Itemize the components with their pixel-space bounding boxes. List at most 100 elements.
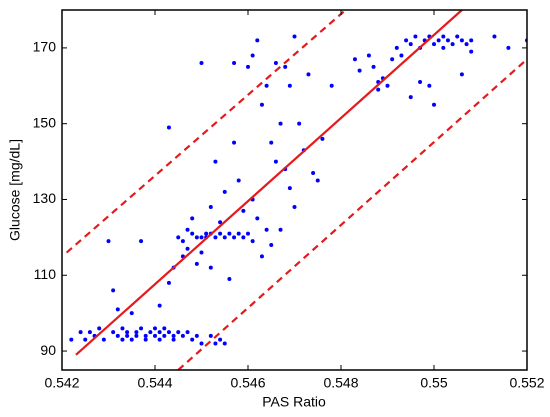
point — [441, 34, 446, 39]
point — [171, 337, 176, 342]
point — [287, 83, 292, 88]
point — [111, 288, 116, 293]
point — [283, 64, 288, 69]
point — [246, 64, 250, 69]
point — [199, 250, 204, 255]
point — [180, 333, 185, 338]
point — [278, 227, 283, 232]
point — [87, 330, 92, 335]
point — [83, 337, 88, 342]
point — [125, 333, 130, 338]
point — [204, 231, 209, 236]
y-tick-label: 90 — [40, 342, 56, 358]
point — [78, 330, 83, 335]
point — [264, 83, 269, 88]
point — [213, 159, 218, 164]
point — [408, 42, 413, 47]
point — [157, 303, 162, 308]
x-tick-label: 0.552 — [509, 375, 544, 391]
point — [306, 72, 311, 77]
point — [292, 34, 297, 39]
y-tick-label: 170 — [33, 39, 57, 55]
point — [236, 178, 241, 183]
fit-line — [75, 10, 463, 356]
point — [408, 95, 413, 100]
point — [166, 125, 171, 130]
point — [469, 38, 474, 43]
point — [273, 159, 278, 164]
point — [418, 80, 423, 84]
point — [427, 83, 432, 88]
point — [259, 102, 264, 107]
point — [236, 231, 241, 236]
point — [111, 330, 116, 335]
x-tick-label: 0.542 — [44, 375, 79, 391]
x-tick-label: 0.55 — [420, 375, 447, 391]
point — [199, 61, 204, 66]
point — [125, 330, 130, 335]
point — [190, 337, 195, 342]
point — [311, 170, 316, 175]
point — [232, 61, 237, 66]
point — [287, 186, 292, 191]
point — [394, 45, 399, 50]
point — [143, 333, 148, 338]
point — [120, 326, 125, 331]
point — [241, 208, 246, 213]
point — [180, 239, 185, 244]
point — [269, 140, 274, 145]
bound-line — [65, 10, 347, 254]
point — [194, 333, 199, 338]
point — [139, 239, 144, 244]
point — [246, 231, 250, 236]
point — [157, 330, 162, 335]
point — [166, 280, 171, 285]
x-axis-label: PAS Ratio — [262, 394, 326, 410]
y-tick-label: 150 — [33, 114, 57, 130]
point — [162, 333, 167, 338]
point — [222, 235, 227, 240]
point — [469, 49, 474, 54]
point — [194, 261, 199, 266]
point — [399, 53, 404, 58]
point — [357, 68, 362, 73]
point — [208, 265, 213, 270]
point — [492, 34, 497, 39]
point — [227, 277, 232, 282]
point — [153, 333, 157, 338]
point — [199, 235, 204, 240]
y-tick-label: 130 — [33, 190, 57, 206]
point — [506, 45, 511, 50]
point — [232, 235, 237, 240]
point — [264, 227, 269, 232]
point — [436, 38, 441, 43]
point — [464, 42, 469, 47]
point — [445, 38, 450, 43]
point — [129, 337, 134, 342]
point — [171, 333, 176, 338]
point — [208, 205, 213, 210]
point — [115, 333, 120, 338]
point — [459, 38, 464, 43]
point — [366, 53, 371, 58]
point — [134, 330, 139, 335]
marks — [65, 10, 527, 370]
point — [157, 337, 162, 342]
plot-area — [62, 10, 527, 370]
point — [185, 246, 190, 251]
point — [241, 235, 246, 240]
x-tick-label: 0.544 — [137, 375, 172, 391]
point — [139, 326, 144, 331]
point — [213, 235, 218, 240]
point — [222, 341, 227, 346]
point — [166, 330, 171, 335]
point — [176, 330, 181, 335]
bound-line — [177, 58, 527, 370]
point — [273, 61, 278, 66]
point — [432, 102, 436, 107]
point — [371, 64, 376, 69]
point — [115, 307, 120, 312]
point — [148, 330, 153, 335]
